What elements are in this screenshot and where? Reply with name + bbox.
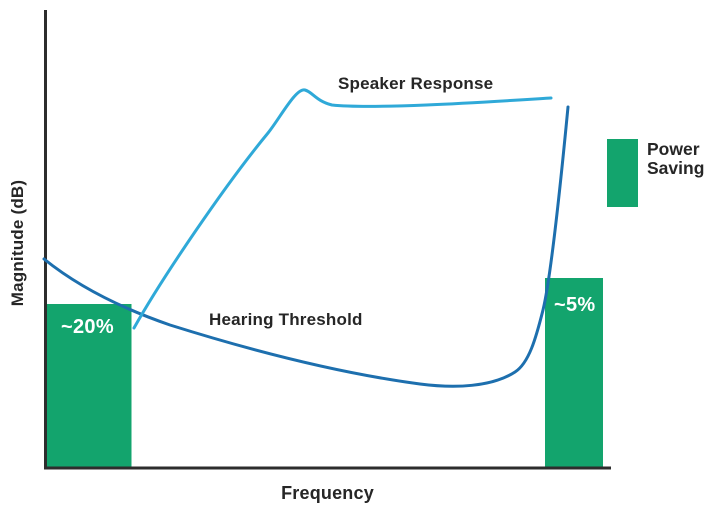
x-axis-label: Frequency — [281, 483, 374, 503]
legend-power-saving-swatch — [607, 139, 638, 207]
hearing-threshold-label: Hearing Threshold — [209, 310, 363, 329]
power-saving-band-right — [545, 278, 603, 468]
speaker-response-label: Speaker Response — [338, 74, 494, 93]
legend-power-saving-label: Power Saving — [647, 139, 705, 178]
power-saving-right-value-label: ~5% — [554, 294, 596, 316]
y-axis-label: Magnitude (dB) — [8, 179, 27, 307]
speaker-response-curve — [132, 88, 553, 330]
hearing-threshold-curve — [42, 105, 570, 388]
power-saving-left-value-label: ~20% — [61, 316, 114, 338]
power-saving-band-left — [46, 304, 132, 468]
